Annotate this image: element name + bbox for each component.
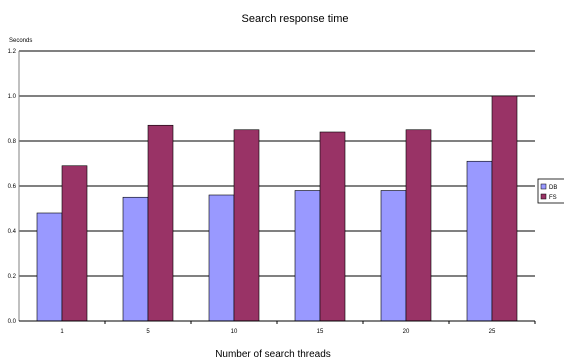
axes	[18, 51, 536, 324]
x-tick-label: 5	[146, 329, 150, 335]
x-tick-label: 25	[489, 329, 496, 335]
y-axis-title: Seconds	[9, 38, 32, 44]
x-tick-labels: 1 5 10 15 20 25	[60, 329, 496, 335]
legend-swatch-db	[540, 183, 547, 190]
gridlines	[19, 50, 535, 277]
x-tick-label: 10	[231, 329, 238, 335]
bars	[36, 95, 518, 322]
legend-label-db: DB	[549, 185, 557, 191]
y-tick-label: 1.0	[8, 94, 17, 100]
bar-fs-25	[491, 95, 518, 322]
legend: DB FS	[537, 178, 564, 204]
x-tick-label: 20	[403, 329, 410, 335]
bar-fs-15	[319, 131, 346, 322]
chart-title: Search response time	[242, 13, 349, 25]
bar-fs-5	[147, 124, 174, 322]
y-tick-label: 0.0	[8, 319, 17, 325]
bar-fs-10	[233, 129, 260, 322]
x-axis-title: Number of search threads	[215, 349, 331, 360]
legend-swatch-fs	[540, 193, 547, 200]
y-tick-label: 0.4	[8, 229, 17, 235]
y-tick-labels: 0.0 0.2 0.4 0.6 0.8 1.0 1.2	[8, 49, 17, 325]
y-tick-label: 0.8	[8, 139, 17, 145]
y-tick-label: 0.2	[8, 274, 17, 280]
bar-db-5	[122, 196, 149, 322]
bar-db-20	[380, 190, 407, 322]
bar-db-15	[294, 190, 321, 322]
y-tick-label: 1.2	[8, 49, 17, 55]
x-tick-label: 15	[317, 329, 324, 335]
bar-db-1	[36, 212, 63, 322]
y-tick-label: 0.6	[8, 184, 17, 190]
bar-fs-20	[405, 129, 432, 322]
x-tick-label: 1	[60, 329, 64, 335]
legend-label-fs: FS	[549, 195, 557, 201]
bar-db-25	[466, 160, 493, 322]
bar-db-10	[208, 194, 235, 322]
bar-fs-1	[61, 165, 88, 322]
